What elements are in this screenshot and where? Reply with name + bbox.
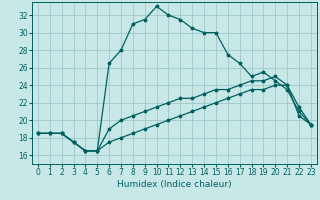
X-axis label: Humidex (Indice chaleur): Humidex (Indice chaleur) [117, 180, 232, 189]
